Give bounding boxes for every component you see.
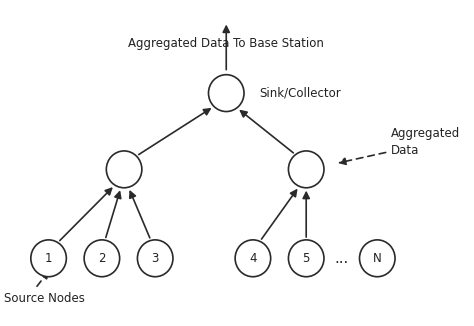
Text: 3: 3 [152,252,159,265]
Text: N: N [373,252,382,265]
Text: 5: 5 [302,252,310,265]
Ellipse shape [235,240,271,277]
Ellipse shape [106,151,142,188]
Ellipse shape [31,240,66,277]
Text: 1: 1 [45,252,52,265]
Text: Aggregated Data To Base Station: Aggregated Data To Base Station [128,37,324,51]
Text: ...: ... [335,251,349,266]
Ellipse shape [289,151,324,188]
Text: 2: 2 [98,252,106,265]
Text: 4: 4 [249,252,256,265]
Text: Aggregated
Data: Aggregated Data [391,127,460,157]
Text: Sink/Collector: Sink/Collector [260,87,341,100]
Ellipse shape [137,240,173,277]
Ellipse shape [289,240,324,277]
Ellipse shape [209,75,244,111]
Ellipse shape [359,240,395,277]
Ellipse shape [84,240,119,277]
Text: Source Nodes: Source Nodes [4,291,85,304]
